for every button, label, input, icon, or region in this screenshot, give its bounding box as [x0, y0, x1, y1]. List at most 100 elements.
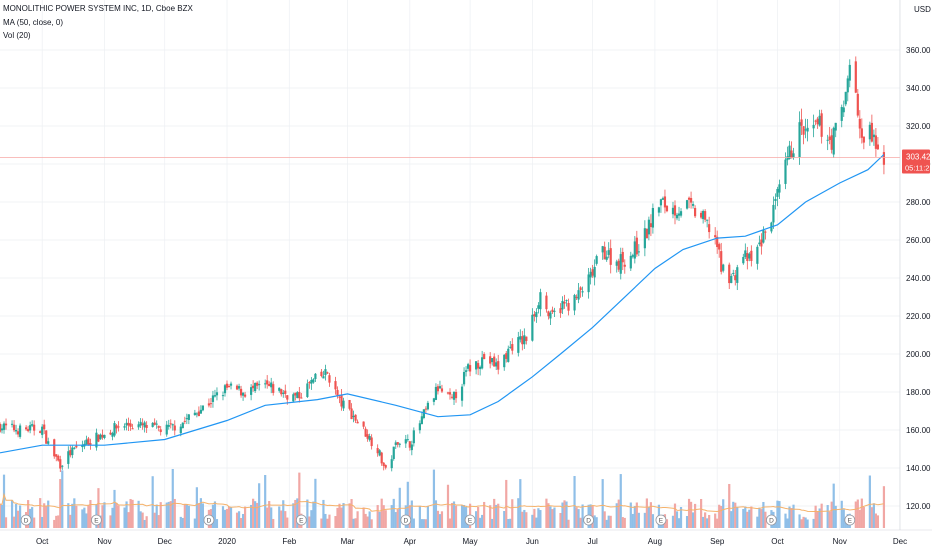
- candle-body: [284, 390, 287, 394]
- price-tick-label: 160.00: [906, 426, 931, 435]
- volume-bar: [41, 516, 44, 528]
- volume-bar: [340, 507, 343, 528]
- price-axis-bg[interactable]: [900, 0, 932, 530]
- candle-body: [167, 424, 170, 427]
- candle-body: [744, 250, 747, 257]
- candle-body: [282, 392, 285, 394]
- volume-bar: [693, 503, 697, 528]
- candle-body: [370, 437, 373, 447]
- candle-body: [314, 373, 317, 380]
- price-tick-label: 200.00: [906, 350, 931, 359]
- volume-bar: [792, 504, 795, 528]
- candle-body: [348, 399, 351, 409]
- candle-body: [575, 296, 578, 298]
- price-tick-label: 140.00: [906, 464, 931, 473]
- volume-bar: [687, 498, 691, 528]
- volume-bar: [33, 517, 36, 528]
- candle-body: [340, 394, 343, 407]
- candle-body: [609, 248, 612, 265]
- candle-body: [762, 229, 765, 243]
- event-marker-circle[interactable]: [583, 514, 595, 526]
- volume-bar: [603, 511, 606, 528]
- time-axis-bg[interactable]: [0, 530, 932, 550]
- volume-bar: [832, 483, 835, 528]
- volume-bar: [581, 504, 584, 528]
- event-marker-circle[interactable]: [203, 514, 215, 526]
- volume-bar: [145, 516, 148, 528]
- event-marker-circle[interactable]: [295, 514, 307, 526]
- candle-body: [460, 386, 464, 401]
- candle-body: [408, 441, 411, 448]
- candle-body: [716, 236, 719, 248]
- volume-bar: [734, 502, 737, 528]
- time-tick-label: Dec: [158, 537, 172, 546]
- volume-bars: [0, 468, 886, 528]
- volume-bar: [390, 505, 393, 528]
- volume-bar: [185, 504, 188, 528]
- volume-bar: [43, 503, 46, 528]
- symbol-title[interactable]: MONOLITHIC POWER SYSTEM INC, 1D, Cboe BZ…: [3, 4, 193, 13]
- volume-bar: [39, 498, 42, 528]
- event-marker-circle[interactable]: [400, 514, 412, 526]
- volume-bar: [623, 517, 626, 528]
- candle-body: [412, 430, 415, 444]
- volume-bar: [235, 512, 239, 528]
- event-marker-circle[interactable]: [91, 514, 102, 526]
- volume-bar: [394, 512, 397, 528]
- volume-bar: [448, 518, 452, 528]
- candle-body: [169, 423, 172, 425]
- candle-body: [69, 450, 72, 456]
- candle-body: [734, 275, 737, 281]
- volume-bar: [730, 511, 733, 528]
- event-marker-circle[interactable]: [844, 514, 856, 526]
- candle-body: [537, 305, 540, 309]
- event-marker-circle[interactable]: [20, 514, 32, 526]
- volume-bar: [800, 519, 803, 528]
- volume-bar: [675, 511, 679, 528]
- price-tick-label: 320.00: [906, 122, 931, 131]
- candle-body: [2, 423, 6, 430]
- candle-body: [33, 424, 36, 431]
- volume-bar: [790, 507, 793, 528]
- volume-bar: [651, 514, 655, 528]
- volume-bar: [199, 498, 202, 528]
- volume-bar: [677, 518, 681, 528]
- time-axis[interactable]: Oct Nov Dec 2020 Feb Mar Apr May Jun Jul Aug Sep Oct…: [36, 537, 907, 546]
- candle-body: [354, 414, 357, 421]
- candle-body: [567, 302, 570, 311]
- candle-body: [199, 409, 202, 414]
- candle-body: [197, 411, 200, 417]
- candle-body: [858, 118, 861, 129]
- event-marker-circle[interactable]: [464, 514, 476, 526]
- volume-bar: [806, 519, 809, 528]
- candle-body: [308, 382, 311, 384]
- volume-indicator-label[interactable]: Vol (20): [3, 31, 31, 40]
- candle-body: [438, 386, 442, 389]
- candle-body: [55, 454, 58, 457]
- candle-body: [101, 434, 104, 438]
- candle-body: [549, 312, 552, 319]
- volume-bar: [539, 510, 542, 528]
- volume-bar: [870, 507, 873, 528]
- event-marker-circle[interactable]: [766, 514, 777, 526]
- time-tick-label: Sep: [710, 537, 725, 546]
- volume-bar: [115, 502, 118, 528]
- ma-indicator-label[interactable]: MA (50, close, 0): [3, 18, 64, 27]
- volume-bar: [645, 498, 648, 528]
- candle-body: [603, 246, 606, 260]
- volume-bar: [633, 506, 636, 528]
- volume-bar: [804, 517, 807, 528]
- volume-bar: [812, 518, 815, 528]
- event-marker-circle[interactable]: [655, 514, 667, 526]
- candle-body: [109, 432, 112, 435]
- candle-body: [278, 387, 281, 391]
- volume-bar: [69, 514, 72, 528]
- candle-body: [505, 353, 508, 359]
- volume-bar: [818, 508, 821, 528]
- candle-body: [342, 400, 345, 409]
- volume-bar: [706, 518, 709, 528]
- candle-body: [539, 292, 542, 310]
- candle-body: [410, 444, 413, 451]
- price-tick-label: 280.00: [906, 198, 931, 207]
